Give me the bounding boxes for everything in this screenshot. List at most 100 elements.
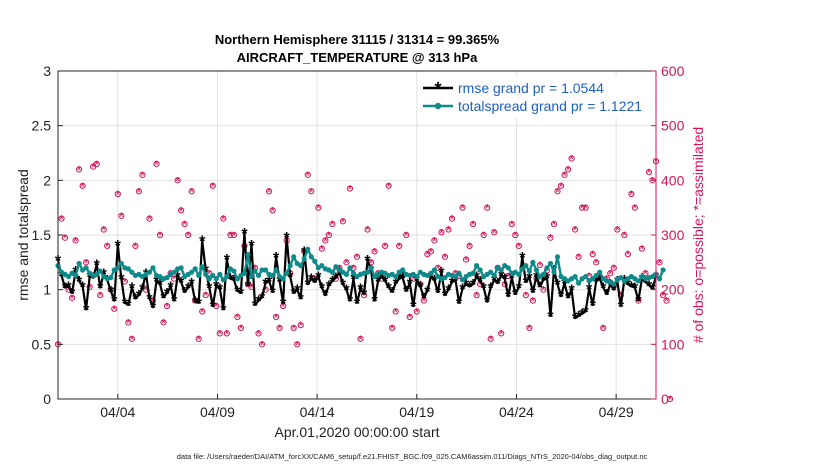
obs-possible-point: [290, 324, 297, 332]
rmse-point: *: [364, 253, 371, 270]
rmse-point: *: [618, 299, 625, 316]
obs-assimilated-point: *: [217, 327, 222, 341]
obs-possible-point: [462, 256, 470, 263]
obs-assimilated-point: *: [369, 256, 374, 270]
obs-assimilated-point: *: [386, 180, 391, 194]
rmse-point: *: [69, 286, 76, 303]
obs-possible-point: [579, 204, 586, 211]
obs-assimilated-point: *: [358, 333, 363, 347]
totalspread-point: [516, 271, 522, 277]
obs-possible-point: [234, 313, 241, 321]
rmse-point: *: [196, 296, 203, 313]
obs-possible-point: [339, 218, 347, 225]
obs-possible-point: [505, 272, 512, 280]
rmse-point: *: [58, 268, 65, 285]
obs-assimilated-point: *: [77, 163, 82, 177]
obs-assimilated-point: *: [661, 289, 666, 303]
obs-assimilated-point: *: [397, 240, 402, 254]
obs-assimilated-point: *: [569, 152, 574, 166]
totalspread-point: [210, 272, 216, 279]
rmse-point: *: [340, 277, 347, 294]
rmse-point: *: [572, 311, 579, 328]
left-y-tick-label: 0: [43, 391, 51, 407]
obs-assimilated-point: *: [608, 267, 613, 281]
rmse-point: *: [291, 286, 298, 303]
obs-assimilated-point: *: [583, 202, 588, 216]
left-y-tick-label: 0.5: [32, 336, 52, 352]
rmse-point: *: [347, 294, 354, 311]
totalspread-point: [245, 252, 251, 258]
rmse-point: *: [319, 280, 326, 297]
obs-assimilated-point: *: [87, 281, 92, 295]
obs-assimilated-point: *: [421, 295, 426, 309]
rmse-point: *: [565, 290, 572, 307]
rmse-point: *: [322, 288, 329, 305]
obs-assimilated-point: *: [499, 327, 504, 341]
obs-assimilated-point: *: [432, 234, 437, 248]
obs-possible-point: [68, 294, 76, 301]
obs-possible-point: [564, 166, 572, 173]
left-y-tick-label: 1: [43, 282, 51, 298]
rmse-point: *: [516, 280, 523, 297]
obs-possible-point: [441, 253, 449, 260]
obs-assimilated-point: *: [341, 215, 346, 229]
obs-possible-point: [642, 270, 649, 277]
obs-assimilated-point: *: [524, 289, 529, 303]
totalspread-point: [523, 263, 529, 269]
obs-possible-point: [550, 220, 558, 228]
rmse-point: *: [393, 276, 400, 293]
rmse-point: *: [227, 272, 234, 289]
obs-possible-point: [269, 207, 276, 214]
left-y-axis-label: rmse and totalspread: [15, 169, 31, 301]
obs-possible-point: [385, 182, 392, 189]
obs-assimilated-point: *: [657, 256, 662, 270]
rmse-point: *: [182, 285, 189, 302]
rmse-point: *: [220, 302, 227, 319]
obs-assimilated-point: *: [228, 229, 233, 243]
obs-assimilated-point: *: [210, 180, 215, 194]
legend-box: [418, 76, 652, 118]
obs-possible-point: [631, 204, 638, 211]
obs-possible-point: [621, 231, 628, 239]
rmse-point: *: [125, 298, 132, 315]
obs-assimilated-point: *: [647, 166, 652, 180]
totalspread-point: [583, 273, 589, 280]
obs-assimilated-point: *: [140, 169, 145, 183]
rmse-point: *: [203, 263, 210, 280]
obs-possible-point: [406, 313, 413, 321]
obs-assimilated-point: *: [232, 229, 237, 243]
totalspread-point: [488, 269, 494, 275]
totalspread-point: [593, 272, 599, 279]
obs-assimilated-point: *: [70, 292, 75, 306]
obs-assimilated-point: *: [509, 218, 514, 232]
obs-possible-point: [575, 253, 582, 260]
rmse-point: *: [491, 273, 498, 290]
obs-assimilated-point: *: [481, 229, 486, 243]
obs-possible-point: [132, 242, 139, 250]
obs-assimilated-point: *: [137, 185, 142, 199]
rmse-point: *: [505, 289, 512, 306]
obs-assimilated-point: *: [263, 284, 268, 298]
rmse-line: [56, 231, 658, 320]
rmse-point: *: [238, 286, 245, 303]
right-y-axis: 0 100 200 300 400 500 600: [651, 63, 685, 407]
obs-possible-point: [364, 226, 371, 233]
rmse-point: *: [333, 271, 340, 288]
obs-assimilated-point: *: [295, 338, 300, 352]
totalspread-point: [97, 268, 103, 274]
rmse-point: *: [604, 287, 611, 304]
obs-assimilated-point: *: [305, 169, 310, 183]
obs-assimilated-point: *: [552, 218, 557, 232]
obs-possible-point: [139, 171, 146, 178]
obs-assimilated-point: *: [467, 240, 472, 254]
rmse-point: *: [593, 274, 600, 291]
totalspread-point: [333, 264, 339, 270]
rmse-point: *: [287, 270, 294, 287]
obs-possible-point: [614, 226, 621, 233]
obs-possible-point: [413, 308, 420, 315]
obs-possible-point: [125, 319, 132, 326]
totalspread-point: [83, 265, 89, 271]
obs-assimilated-point: *: [545, 265, 550, 279]
obs-assimilated-point: *: [562, 169, 567, 183]
totalspread-point: [94, 271, 100, 277]
